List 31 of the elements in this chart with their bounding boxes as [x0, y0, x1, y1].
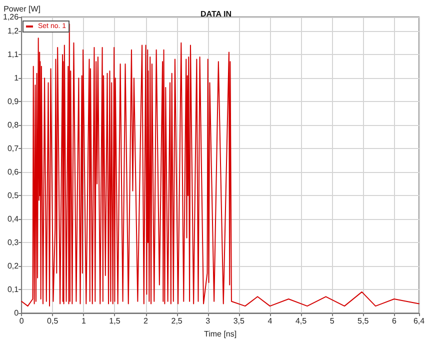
y-tick-label: 0,7: [7, 144, 20, 154]
y-tick-label: 1,26: [2, 12, 20, 22]
y-tick-label: 0,9: [7, 97, 20, 106]
x-tick-label: 1,5: [109, 316, 121, 326]
line-series: [21, 24, 420, 307]
x-tick-label: 3: [206, 316, 211, 326]
y-tick-label: 0,8: [7, 120, 20, 130]
y-tick-label: 0,5: [7, 191, 20, 200]
chart-title: DATA IN: [200, 10, 232, 18]
y-tick-label: 1,1: [7, 50, 20, 60]
x-tick-label: 5: [330, 316, 335, 326]
x-tick-label: 3,5: [233, 316, 246, 326]
x-tick-label: 2: [144, 316, 149, 326]
y-tick-label: 0,4: [7, 214, 20, 224]
y-tick-label: 0,3: [7, 238, 20, 248]
y-tick-label: 0,1: [7, 285, 20, 294]
y-tick-label: 1: [14, 74, 20, 83]
x-axis-title: Time [ns]: [204, 330, 237, 338]
x-tick-label: 6: [392, 316, 397, 326]
y-tick-label: 0,2: [7, 262, 20, 271]
y-tick-label: 1,2: [7, 26, 20, 36]
y-tick-label: 0: [14, 308, 20, 318]
x-tick-label: 4,5: [295, 316, 308, 326]
x-tick-label: 2,5: [171, 316, 183, 326]
x-tick-label: 1: [81, 316, 86, 326]
x-tick-label: 0,5: [47, 316, 59, 326]
y-tick-label: 0,6: [7, 168, 20, 177]
x-tick-label: 4: [268, 316, 273, 326]
x-tick-label: 5,5: [358, 316, 370, 326]
x-tick-label: 6,4: [413, 316, 426, 326]
y-axis-title: Power [W]: [4, 4, 40, 14]
